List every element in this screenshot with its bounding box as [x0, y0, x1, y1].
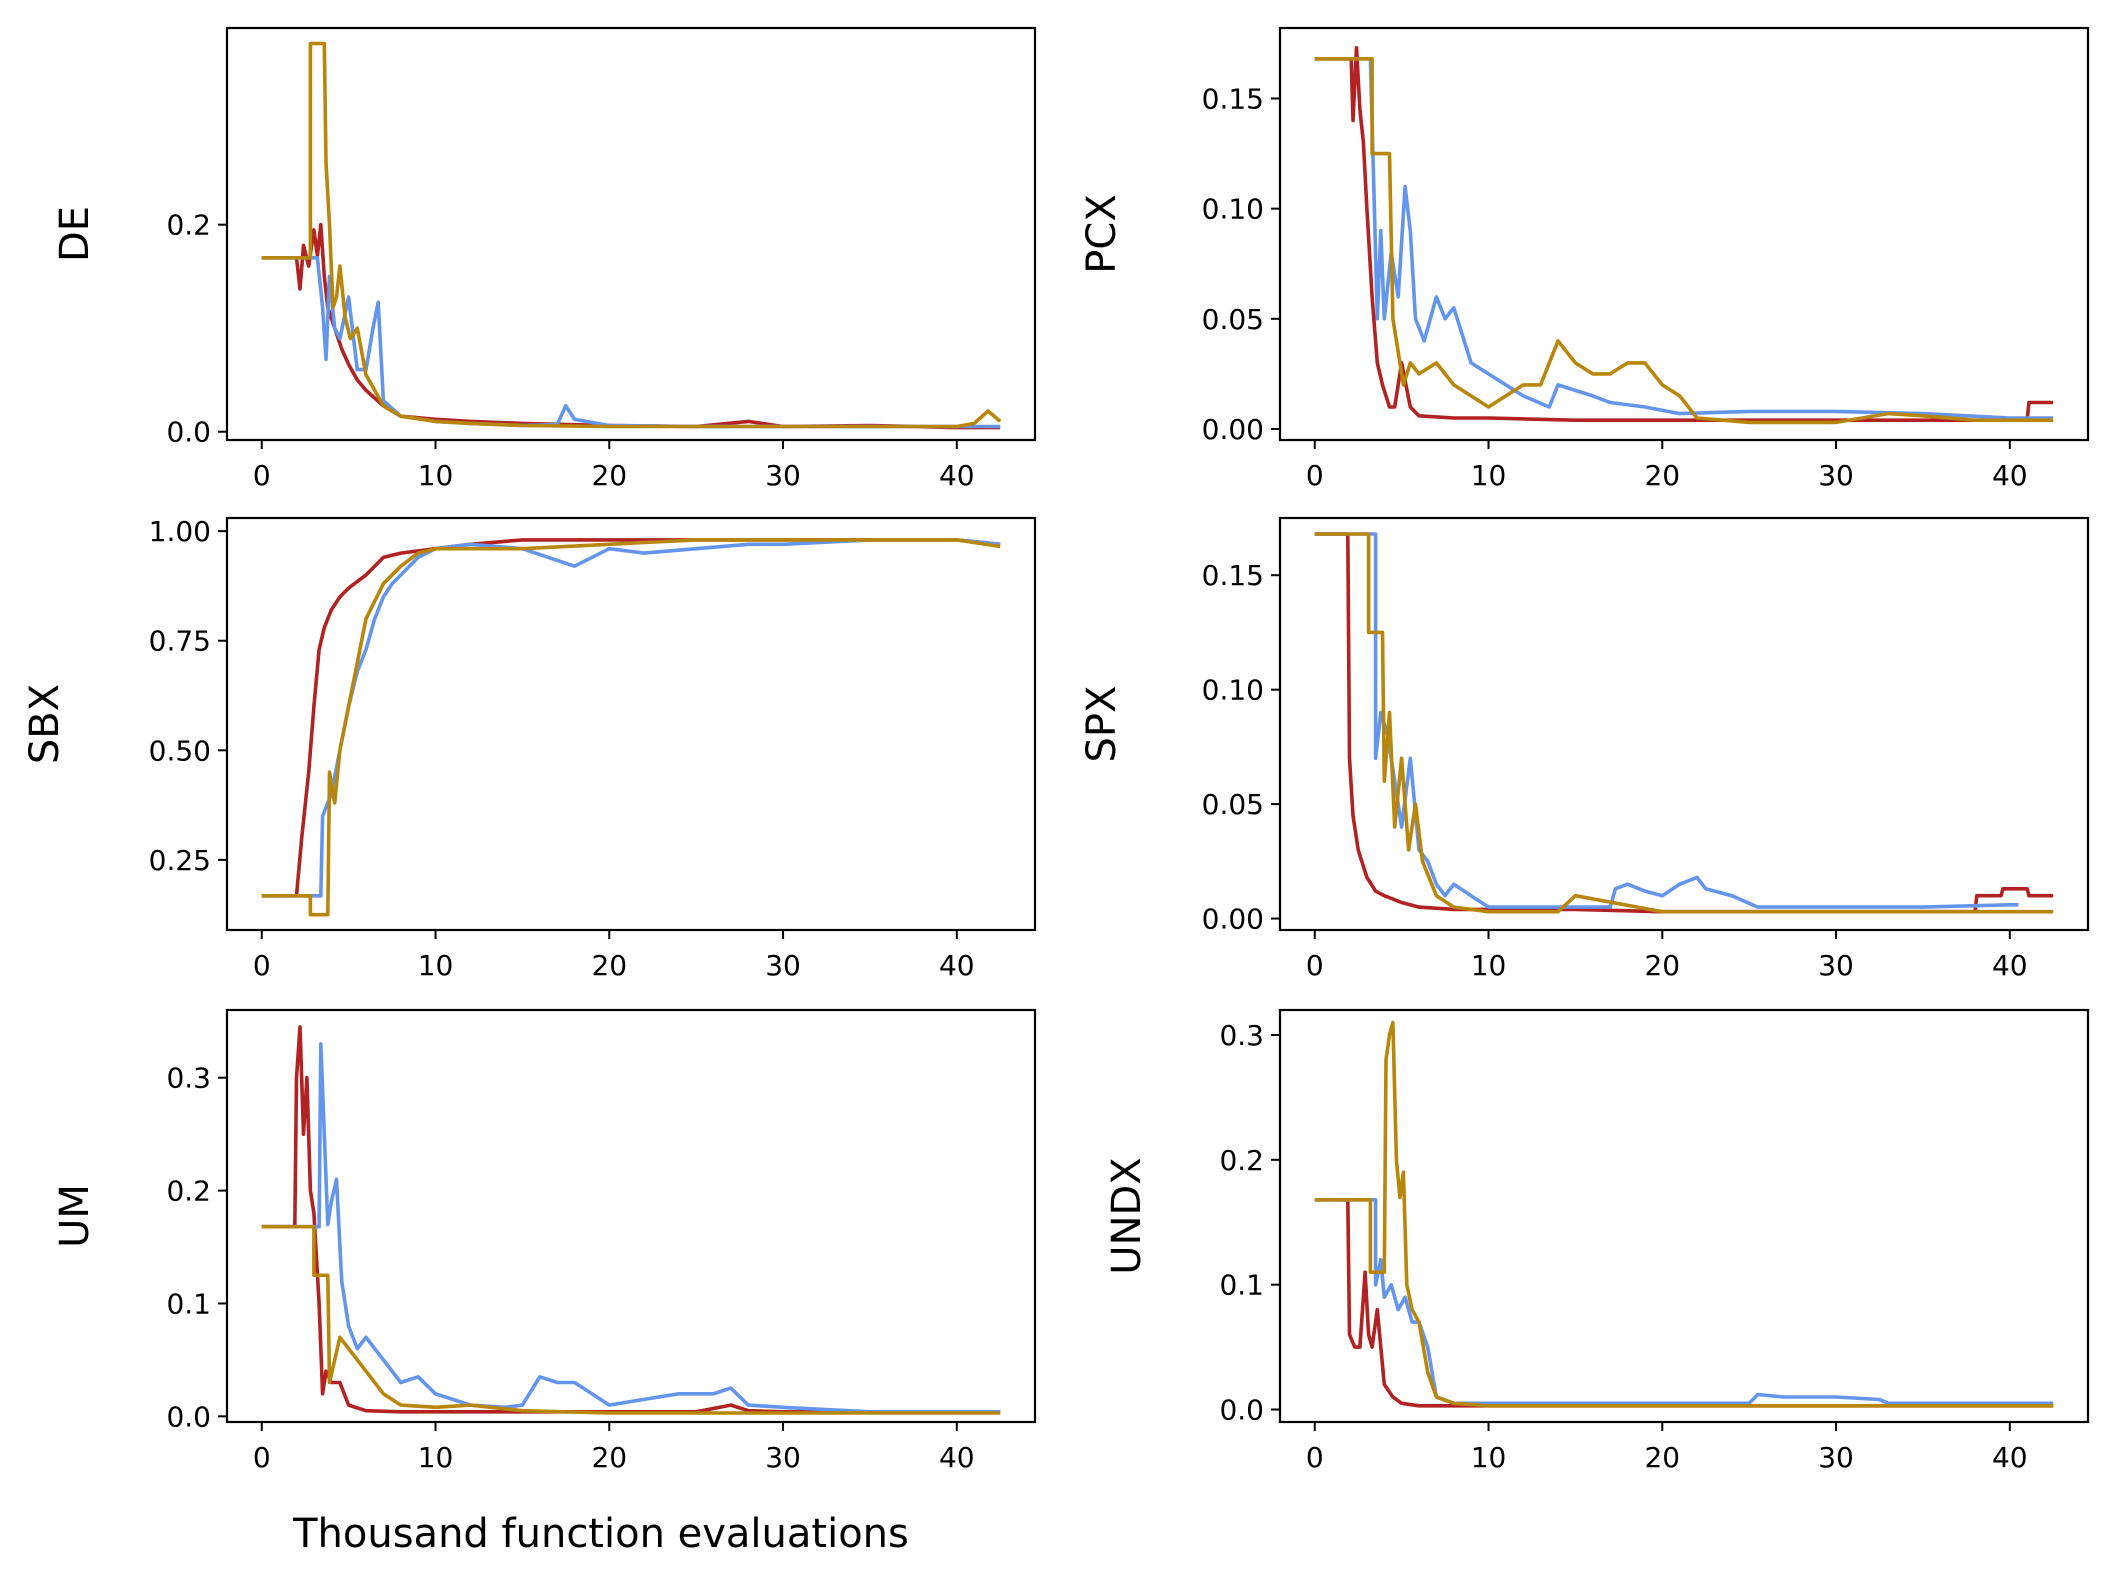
x-tick-label: 40 [939, 949, 975, 982]
x-tick-label: 0 [1306, 949, 1324, 982]
series-line-red [1314, 1198, 2054, 1408]
y-tick-label: 0.1 [166, 1287, 211, 1320]
series-line-gold [261, 538, 1001, 917]
axes-frame [225, 26, 1037, 442]
series-line-gold [1314, 57, 2054, 425]
subplot-undx: 0 10 20 30 40 0.0 0.1 0.2 0.3 UNDX [1104, 1008, 2090, 1474]
subplot-sbx: 0 10 20 30 40 0.25 0.50 0.75 1.00 SBX [22, 515, 1037, 982]
y-axis-label: SBX [22, 684, 68, 764]
series-line-red [261, 1025, 1001, 1414]
y-tick-label: 0.00 [1202, 903, 1264, 936]
y-axis-label: UNDX [1104, 1157, 1150, 1274]
x-tick-label: 0 [253, 1441, 271, 1474]
y-tick-label: 0.1 [1219, 1269, 1264, 1302]
y-tick-label: 0.15 [1202, 83, 1264, 116]
x-tick-label: 10 [418, 459, 454, 492]
series-line-blue [261, 1042, 1001, 1414]
y-tick-label: 0.00 [1202, 413, 1264, 446]
x-tick-label: 40 [1992, 459, 2028, 492]
x-tick-label: 10 [418, 1441, 454, 1474]
y-tick-label: 0.15 [1202, 559, 1264, 592]
x-tick-label: 30 [1818, 459, 1854, 492]
x-axis-label: Thousand function evaluations [292, 1511, 909, 1557]
series-line-red [1314, 532, 2054, 914]
series-line-blue [1314, 57, 2054, 420]
x-tick-label: 20 [1644, 459, 1680, 492]
x-tick-label: 30 [1818, 1441, 1854, 1474]
x-tick-label: 20 [1644, 1441, 1680, 1474]
y-tick-label: 0.0 [166, 1400, 211, 1433]
series-line-red [261, 538, 1001, 898]
series-line-gold [261, 1224, 1001, 1415]
y-tick-label: 0.3 [1219, 1019, 1264, 1052]
x-tick-label: 10 [1471, 459, 1507, 492]
y-tick-label: 0.0 [166, 416, 211, 449]
x-tick-label: 20 [591, 1441, 627, 1474]
y-axis-label: SPX [1079, 686, 1125, 763]
x-tick-label: 20 [591, 949, 627, 982]
axes-frame [1278, 516, 2090, 932]
x-tick-label: 40 [939, 1441, 975, 1474]
x-tick-label: 40 [1992, 949, 2028, 982]
y-tick-label: 0.05 [1202, 303, 1264, 336]
x-tick-label: 30 [1818, 949, 1854, 982]
x-tick-label: 30 [765, 1441, 801, 1474]
y-tick-label: 0.10 [1202, 193, 1264, 226]
x-tick-label: 0 [1306, 1441, 1324, 1474]
series-line-gold [261, 41, 1002, 429]
subplot-um: 0 10 20 30 40 0.0 0.1 0.2 0.3 UM Thousand function… [52, 1008, 1037, 1557]
y-tick-label: 0.10 [1202, 674, 1264, 707]
subplot-de: 0 10 20 30 40 0.0 0.2 DE [52, 26, 1037, 492]
x-tick-label: 20 [591, 459, 627, 492]
y-tick-label: 0.3 [166, 1062, 211, 1095]
series-line-blue [1314, 1198, 2054, 1406]
y-axis-label: DE [52, 206, 98, 262]
axes-frame [225, 516, 1037, 932]
x-tick-label: 10 [1471, 949, 1507, 982]
subplot-pcx: 0 10 20 30 40 0.00 0.05 0.10 0.15 PCX [1079, 26, 2090, 492]
x-tick-label: 40 [939, 459, 975, 492]
y-tick-label: 1.00 [149, 515, 211, 548]
subplot-spx: 0 10 20 30 40 0.00 0.05 0.10 0.15 SPX [1079, 516, 2090, 982]
x-tick-label: 30 [765, 459, 801, 492]
x-tick-label: 40 [1992, 1441, 2028, 1474]
x-tick-label: 20 [1644, 949, 1680, 982]
series-line-gold [1314, 532, 2054, 914]
y-axis-label: UM [52, 1184, 98, 1248]
y-tick-label: 0.50 [149, 734, 211, 767]
y-tick-label: 0.75 [149, 625, 211, 658]
x-tick-label: 0 [253, 459, 271, 492]
y-tick-label: 0.2 [1219, 1144, 1264, 1177]
x-tick-label: 0 [253, 949, 271, 982]
axes-frame [1278, 1008, 2090, 1424]
series-line-gold [1314, 1020, 2054, 1408]
x-tick-label: 30 [765, 949, 801, 982]
axes-frame [225, 1008, 1037, 1424]
y-tick-label: 0.0 [1219, 1394, 1264, 1427]
y-tick-label: 0.05 [1202, 788, 1264, 821]
x-tick-label: 10 [418, 949, 454, 982]
y-tick-label: 0.25 [149, 844, 211, 877]
y-axis-label: PCX [1079, 194, 1125, 273]
series-line-blue [261, 256, 1001, 429]
x-tick-label: 10 [1471, 1441, 1507, 1474]
series-line-blue [261, 538, 1001, 898]
y-tick-label: 0.2 [166, 209, 211, 242]
series-line-red [1314, 46, 2054, 422]
y-tick-label: 0.2 [166, 1175, 211, 1208]
axes-frame [1278, 26, 2090, 442]
x-tick-label: 0 [1306, 459, 1324, 492]
